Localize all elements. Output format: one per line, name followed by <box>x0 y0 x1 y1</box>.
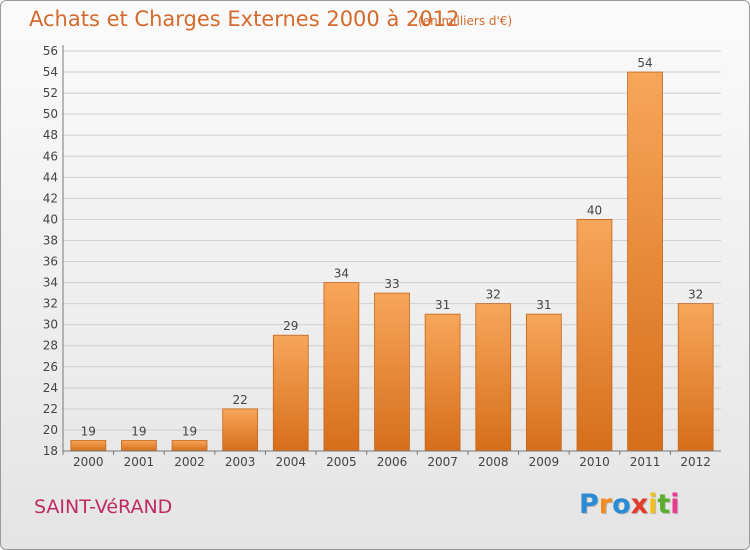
y-tick-label: 26 <box>43 360 58 374</box>
x-tick-label: 2006 <box>377 455 408 469</box>
x-tick-label: 2000 <box>73 455 104 469</box>
bar-2002 <box>171 440 208 452</box>
bar-2012 <box>677 303 714 452</box>
y-tick-label: 38 <box>43 233 58 247</box>
x-tick-label: 2008 <box>478 455 509 469</box>
logo-letter: i <box>670 489 680 520</box>
y-tick-label: 50 <box>43 107 58 121</box>
y-tick-label: 36 <box>43 255 58 269</box>
y-tick-label: 30 <box>43 318 58 332</box>
x-tick-label: 2005 <box>326 455 357 469</box>
x-tick-label: 2011 <box>630 455 661 469</box>
city-name: SAINT-VéRAND <box>34 496 173 518</box>
bar-2004 <box>272 334 309 452</box>
proxiti-logo[interactable]: Proxiti <box>579 489 680 520</box>
y-tick-label: 32 <box>43 297 58 311</box>
x-tick-label: 2009 <box>529 455 560 469</box>
y-tick-label: 40 <box>43 212 58 226</box>
y-tick-label: 28 <box>43 339 58 353</box>
logo-letter: r <box>598 489 613 520</box>
data-label: 31 <box>435 298 450 312</box>
logo-letter: o <box>612 489 631 520</box>
y-tick-label: 54 <box>43 65 58 79</box>
data-label: 19 <box>182 424 197 438</box>
y-tick-label: 52 <box>43 86 58 100</box>
logo-letter: i <box>648 489 658 520</box>
y-tick-label: 20 <box>43 423 58 437</box>
data-label: 29 <box>283 319 298 333</box>
bar-2006 <box>374 292 410 452</box>
y-tick-label: 56 <box>43 44 58 58</box>
chart-subtitle: (en milliers d'€) <box>418 14 513 28</box>
x-tick-label: 2001 <box>124 455 155 469</box>
logo-letter: t <box>657 489 671 520</box>
bar-2010 <box>576 219 613 452</box>
y-tick-label: 34 <box>43 276 58 290</box>
chart-title: Achats et Charges Externes 2000 à 2012 <box>29 7 460 31</box>
bar-2001 <box>121 440 157 452</box>
bars: 19 19 19 22 29 34 33 31 32 31 40 54 32 <box>70 56 714 452</box>
x-tick-label: 2004 <box>275 455 306 469</box>
data-label: 33 <box>384 277 399 291</box>
x-tick-label: 2012 <box>680 455 711 469</box>
y-tick-label: 48 <box>43 128 58 142</box>
data-label: 31 <box>536 298 551 312</box>
x-tick-label: 2002 <box>174 455 205 469</box>
y-tick-label: 46 <box>43 149 58 163</box>
data-label: 34 <box>334 267 349 281</box>
data-label: 22 <box>233 393 248 407</box>
data-label: 19 <box>81 424 96 438</box>
x-axis: 2000 2001 2002 2003 2004 2005 2006 2007 2008 2009… <box>62 450 721 469</box>
bar-2007 <box>424 313 461 452</box>
bar-2008 <box>475 303 512 452</box>
y-tick-label: 44 <box>43 170 58 184</box>
bar-2005 <box>323 282 360 452</box>
y-tick-label: 18 <box>43 444 58 458</box>
logo-letter: P <box>579 489 599 520</box>
y-tick-label: 24 <box>43 381 58 395</box>
data-label: 19 <box>131 424 146 438</box>
y-tick-label: 42 <box>43 191 58 205</box>
x-tick-label: 2010 <box>579 455 610 469</box>
bar-2011 <box>627 71 663 452</box>
x-tick-label: 2003 <box>225 455 256 469</box>
bar-2003 <box>222 408 259 452</box>
y-tick-label: 22 <box>43 402 58 416</box>
logo-letter: x <box>630 489 649 520</box>
data-label: 54 <box>637 56 652 70</box>
x-tick-label: 2007 <box>427 455 458 469</box>
bar-2009 <box>525 313 562 452</box>
data-label: 40 <box>587 203 602 217</box>
data-label: 32 <box>486 288 501 302</box>
y-axis: 18 20 22 24 26 28 30 32 34 36 38 40 42 44 46 48 50 52 54 56 <box>43 44 64 458</box>
data-label: 32 <box>688 288 703 302</box>
bar-2000 <box>70 440 107 452</box>
